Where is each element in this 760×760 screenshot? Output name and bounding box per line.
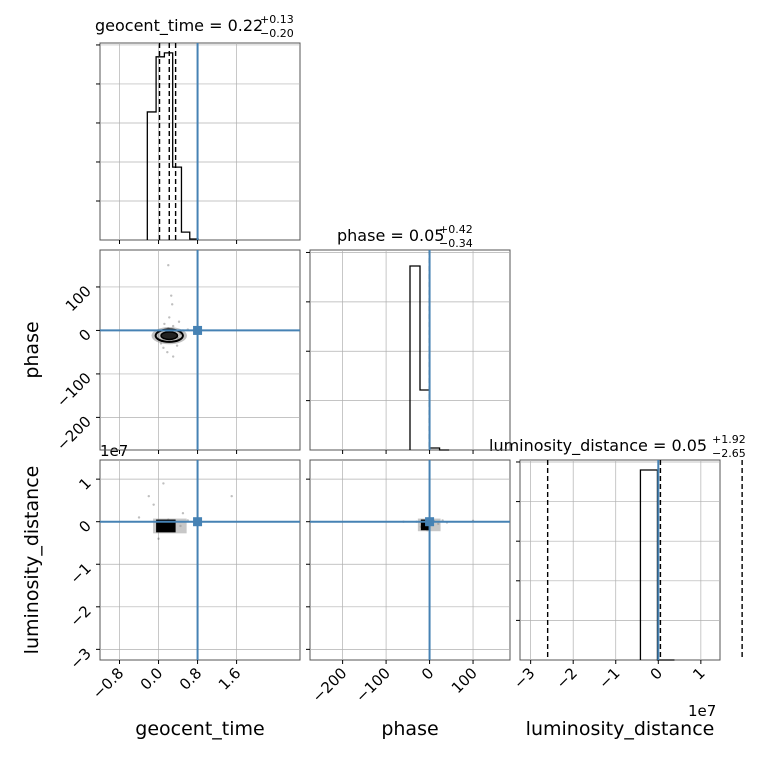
scatter-point-phase_vs_geocent_time-13 (166, 350, 169, 354)
scatter-point-phase_vs_geocent_time-18 (170, 294, 173, 297)
tick-label-x-luminosity_distance-1: −2 (553, 664, 581, 692)
tick-label-y-luminosity_distance-1: −2 (66, 602, 94, 630)
panel-frame-2-0 (99, 459, 301, 661)
tick-label-y-luminosity_distance-0: −3 (66, 644, 94, 672)
truth-marker-2-1 (425, 517, 435, 527)
tick-label-x-geocent_time-2: 0.8 (176, 664, 206, 694)
ylabel-luminosity-distance: luminosity_distance (21, 466, 43, 655)
scatter-point-lumdist_vs_geocent_time-8 (157, 537, 160, 540)
title-geocent-time-plus: +0.13 (260, 13, 294, 26)
tick-label-y-luminosity_distance-4: 1 (75, 474, 94, 493)
tick-label-x-phase-0: −200 (309, 664, 351, 706)
tick-label-y-phase-3: 100 (62, 282, 95, 315)
tick-label-y-luminosity_distance-2: −1 (66, 559, 94, 587)
title-luminosity-distance-plus: +1.92 (712, 433, 746, 446)
tick-label-x-geocent_time-3: 1.6 (215, 664, 245, 694)
tick-label-x-luminosity_distance-2: −1 (595, 664, 623, 692)
scatter-point-phase_vs_geocent_time-17 (175, 344, 179, 347)
title-phase-minus: −0.34 (439, 237, 473, 250)
scatter-point-lumdist_vs_geocent_time-11 (230, 494, 233, 498)
scatter-point-phase_vs_geocent_time-19 (167, 264, 170, 267)
tick-label-x-geocent_time-0: −0.8 (89, 664, 127, 702)
tick-label-x-luminosity_distance-0: −3 (510, 664, 538, 692)
panel-frame-1-0 (99, 249, 301, 451)
tick-label-x-geocent_time-1: 0.0 (137, 664, 167, 694)
tick-label-y-phase-1: −100 (53, 369, 95, 411)
density-block-lumdist_vs_geocent_time (156, 519, 176, 533)
scatter-point-phase_vs_geocent_time-11 (168, 316, 171, 319)
scatter-point-phase_vs_geocent_time-20 (171, 355, 175, 358)
title-geocent-time-minus: −0.20 (260, 27, 294, 40)
tick-label-y-luminosity_distance-3: 0 (75, 517, 94, 536)
scatter-point-lumdist_vs_geocent_time-7 (152, 503, 155, 506)
title-phase: phase = 0.05 (337, 226, 444, 245)
tick-label-x-phase-1: −100 (352, 664, 394, 706)
truth-marker-2-0 (193, 517, 203, 527)
scatter-point-phase_vs_geocent_time-9 (171, 324, 175, 328)
xlabel-geocent-time: geocent_time (135, 718, 264, 740)
tick-label-x-luminosity_distance-3: 0 (647, 664, 666, 683)
truth-marker-1-0 (193, 325, 203, 335)
panel-frame-2-2 (519, 459, 721, 661)
panel-frame-0-0 (99, 42, 301, 241)
tick-label-x-phase-2: 0 (418, 664, 437, 683)
tick-label-y-phase-0: −200 (53, 412, 95, 454)
panel-frame-2-1 (309, 459, 511, 661)
scatter-point-lumdist_vs_geocent_time-6 (147, 494, 150, 498)
title-geocent-time: geocent_time = 0.22 (95, 16, 263, 36)
contour-inner-phase_vs_geocent_time (160, 331, 179, 341)
scatter-point-lumdist_vs_geocent_time-15 (162, 482, 165, 485)
scatter-point-phase_vs_geocent_time-16 (163, 322, 166, 326)
offset-label-lumdist-y: 1e7 (100, 442, 128, 460)
scatter-point-phase_vs_geocent_time-10 (162, 346, 165, 350)
tick-label-x-luminosity_distance-4: 1 (689, 664, 708, 683)
tick-label-x-phase-3: 100 (448, 664, 481, 697)
tick-label-y-phase-2: 0 (75, 326, 94, 345)
ylabel-phase: phase (21, 321, 43, 378)
title-luminosity-distance: luminosity_distance = 0.05 (489, 436, 707, 456)
xlabel-phase: phase (381, 718, 438, 740)
scatter-point-lumdist_vs_geocent_time-9 (137, 516, 141, 519)
xlabel-luminosity-distance: luminosity_distance (526, 718, 715, 740)
panels: −0.8 0.0 0.8 1.6 −200 −100 0 100 −3 −2 −1 0 1−200−10… (53, 42, 743, 706)
histogram-geocent_time (146, 52, 199, 240)
title-luminosity-distance-minus: −2.65 (712, 447, 746, 460)
scatter-point-lumdist_vs_geocent_time-10 (181, 511, 185, 515)
scatter-point-phase_vs_geocent_time-23 (177, 320, 181, 323)
offset-label-lumdist-x: 1e7 (688, 702, 716, 720)
scatter-point-phase_vs_geocent_time-12 (170, 303, 174, 306)
title-phase-plus: +0.42 (439, 223, 473, 236)
